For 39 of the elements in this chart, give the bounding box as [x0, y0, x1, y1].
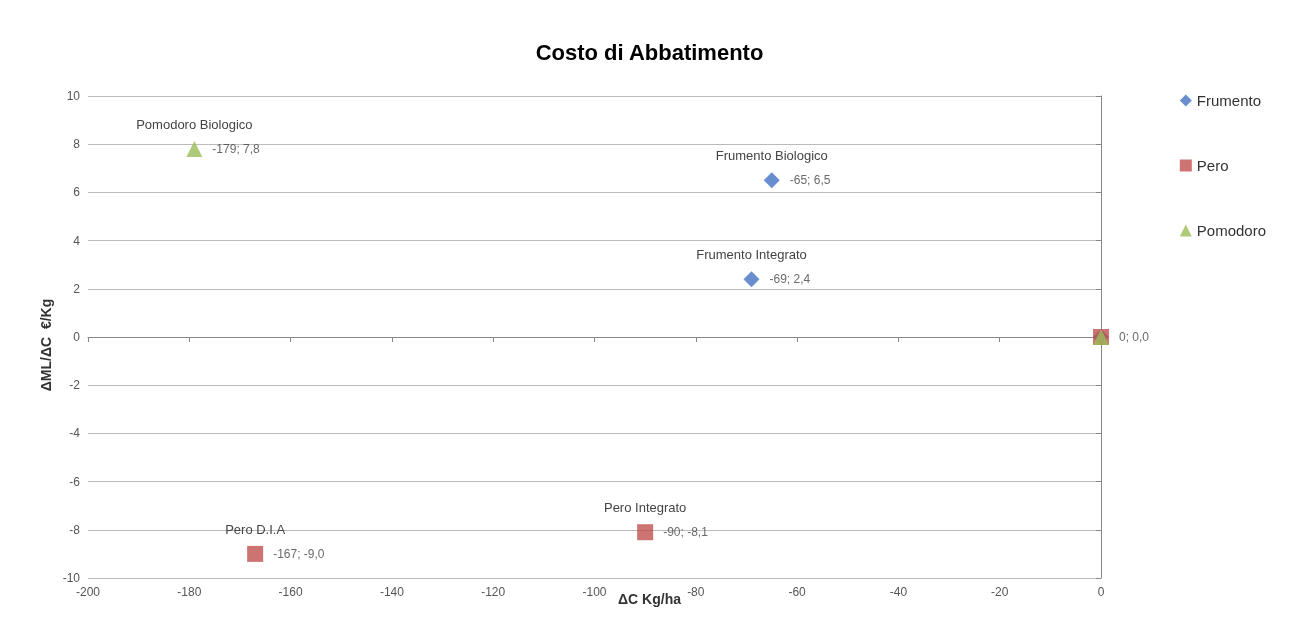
y-tick-label: -6 [69, 474, 81, 489]
x-tick-label: -60 [788, 585, 807, 599]
y-tick-label: 6 [73, 185, 81, 200]
annotation: Frumento Integrato [696, 247, 807, 263]
y-tick-label: 0 [73, 330, 81, 344]
x-tick-label: -120 [481, 585, 506, 599]
x-tick-label: -40 [889, 585, 908, 599]
data-label: -179; 7,8 [212, 142, 261, 157]
data-label: 0; 0,0 [1119, 330, 1150, 344]
data-label: -167; -9,0 [273, 546, 325, 561]
y-tick-label: 10 [66, 89, 81, 103]
y-tick-label: -2 [69, 378, 81, 393]
y-tick-label: 8 [73, 137, 81, 152]
data-label: -69; 2,4 [769, 272, 811, 287]
data-label: -65; 6,5 [789, 173, 831, 188]
x-tick-label: -20 [991, 585, 1009, 599]
y-tick-label: 2 [73, 281, 81, 296]
y-tick-label: -4 [69, 426, 81, 441]
y-axis-title: ΔML/ΔC €/Kg [38, 298, 54, 392]
y-tick-label: 4 [73, 233, 81, 248]
legend-label: Pero [1196, 157, 1229, 174]
x-tick-label: -100 [582, 585, 607, 599]
y-tick-label: -8 [69, 522, 81, 537]
chart-title: Costo di Abbatimento [535, 39, 764, 65]
x-tick-label: -140 [379, 585, 405, 599]
annotation: Frumento Biologico [715, 148, 828, 164]
legend-label: Frumento [1196, 92, 1261, 109]
x-tick-label: -180 [177, 585, 202, 599]
annotation: Pero Integrato [603, 500, 687, 516]
data-label: -90; -8,1 [663, 525, 709, 540]
y-tick-label: -10 [62, 571, 81, 585]
x-tick-label: -80 [687, 585, 705, 599]
annotation: Pomodoro Biologico [136, 117, 253, 133]
x-tick-label: -200 [75, 585, 101, 599]
legend-label: Pomodoro [1196, 222, 1267, 239]
x-tick-label: -160 [278, 585, 303, 599]
x-tick-label: 0 [1097, 585, 1105, 599]
x-axis-title: ΔC Kg/ha [618, 591, 682, 607]
annotation: Pero D.I.A [225, 521, 286, 537]
